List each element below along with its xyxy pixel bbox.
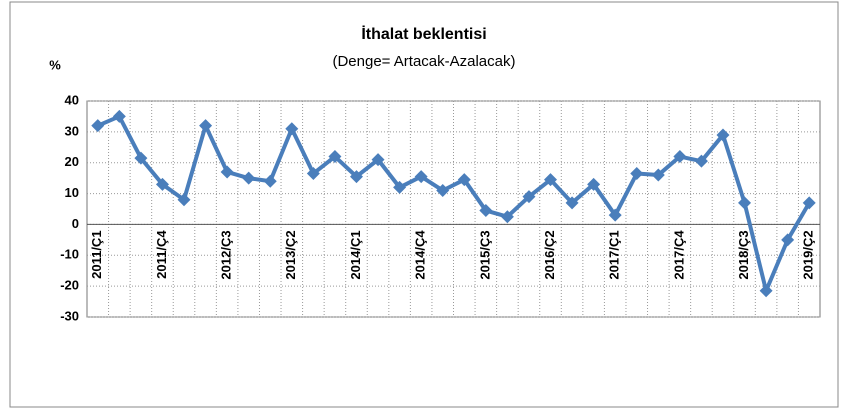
y-tick-label: -30 xyxy=(60,308,79,323)
data-point xyxy=(155,177,169,191)
data-point xyxy=(177,193,191,207)
x-tick-label: 2019/Ç2 xyxy=(801,230,816,279)
data-point xyxy=(479,204,493,218)
data-point xyxy=(393,180,407,194)
data-point xyxy=(781,233,795,247)
x-tick-label: 2013/Ç2 xyxy=(283,230,298,279)
data-point xyxy=(199,119,213,133)
data-point xyxy=(716,128,730,142)
data-point xyxy=(608,208,622,222)
data-point xyxy=(134,151,148,165)
data-point xyxy=(285,122,299,136)
data-point xyxy=(306,167,320,181)
chart-subtitle: (Denge= Artacak-Azalacak) xyxy=(332,53,515,70)
y-tick-label: 20 xyxy=(65,154,79,169)
y-tick-label: -10 xyxy=(60,247,79,262)
data-point xyxy=(349,170,363,184)
data-point xyxy=(587,177,601,191)
data-point xyxy=(328,150,342,164)
data-point xyxy=(112,109,126,123)
data-point xyxy=(630,167,644,181)
x-tick-label: 2016/Ç2 xyxy=(542,230,557,279)
x-tick-label: 2018/Ç3 xyxy=(736,230,751,279)
y-axis-label: % xyxy=(49,57,61,72)
x-tick-label: 2012/Ç3 xyxy=(219,230,234,279)
y-tick-label: 30 xyxy=(65,123,79,138)
x-tick-label: 2014/Ç1 xyxy=(348,230,363,279)
data-point xyxy=(651,168,665,182)
data-point xyxy=(565,196,579,210)
x-tick-label: 2017/Ç4 xyxy=(671,230,686,280)
x-tick-label: 2015/Ç3 xyxy=(477,230,492,279)
data-point xyxy=(738,196,752,210)
data-point xyxy=(457,173,471,187)
data-point xyxy=(802,196,816,210)
y-tick-label: 0 xyxy=(72,216,79,231)
data-point xyxy=(759,284,773,298)
data-point xyxy=(414,170,428,184)
data-point xyxy=(242,171,256,185)
data-point xyxy=(436,183,450,197)
x-tick-label: 2011/Ç4 xyxy=(154,230,169,279)
y-tick-label: 10 xyxy=(65,185,79,200)
data-point xyxy=(522,190,536,204)
data-point xyxy=(371,153,385,167)
data-point xyxy=(263,174,277,188)
x-tick-label: 2011/Ç1 xyxy=(89,230,104,278)
y-tick-label: 40 xyxy=(65,92,79,107)
data-point xyxy=(500,210,514,224)
chart-title: İthalat beklentisi xyxy=(361,25,486,43)
y-tick-label: -20 xyxy=(60,278,79,293)
x-tick-label: 2017/Ç1 xyxy=(607,230,622,279)
x-tick-label: 2014/Ç4 xyxy=(413,230,428,280)
data-point xyxy=(91,119,105,133)
data-point xyxy=(544,173,558,187)
data-point xyxy=(694,154,708,168)
chart-border xyxy=(9,1,839,408)
series-line xyxy=(96,114,811,293)
data-point xyxy=(673,150,687,164)
data-point xyxy=(220,165,234,179)
